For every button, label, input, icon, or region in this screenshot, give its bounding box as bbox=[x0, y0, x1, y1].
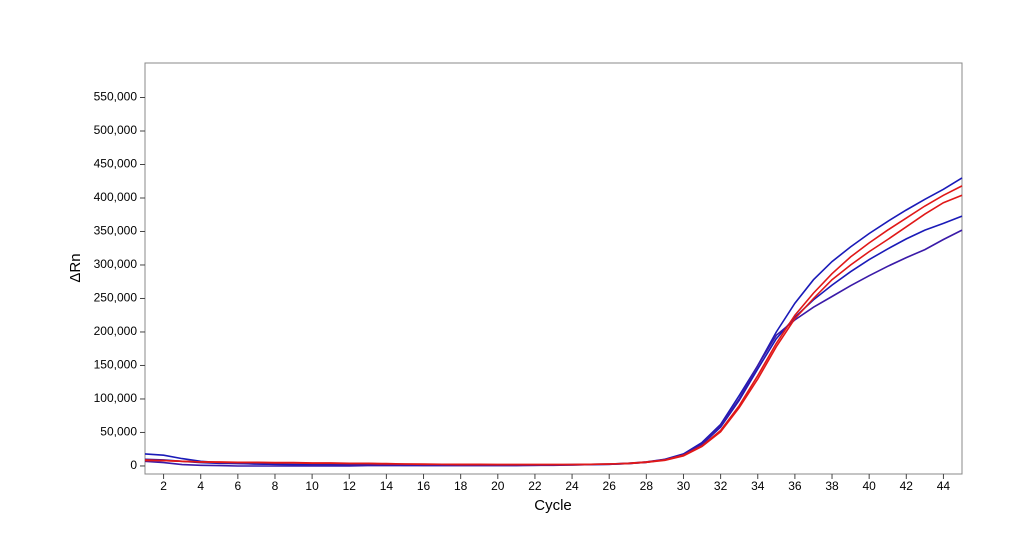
y-tick-label: 450,000 bbox=[94, 157, 138, 171]
x-tick-label: 8 bbox=[272, 479, 279, 493]
x-tick-label: 18 bbox=[454, 479, 468, 493]
series-line bbox=[144, 215, 963, 467]
y-tick-label: 350,000 bbox=[94, 224, 138, 238]
x-tick-label: 28 bbox=[640, 479, 654, 493]
x-tick-label: 6 bbox=[234, 479, 241, 493]
x-axis-title: Cycle bbox=[534, 497, 572, 514]
y-tick-label: 200,000 bbox=[94, 324, 138, 338]
x-tick-label: 24 bbox=[565, 479, 579, 493]
x-tick-label: 26 bbox=[603, 479, 617, 493]
x-tick-label: 32 bbox=[714, 479, 728, 493]
x-tick-label: 12 bbox=[343, 479, 357, 493]
x-tick-label: 20 bbox=[491, 479, 505, 493]
x-tick-label: 44 bbox=[937, 479, 951, 493]
y-tick-label: 50,000 bbox=[100, 425, 137, 439]
series-line bbox=[144, 229, 963, 467]
x-tick-label: 36 bbox=[788, 479, 802, 493]
y-tick-label: 400,000 bbox=[94, 190, 138, 204]
x-tick-label: 14 bbox=[380, 479, 394, 493]
y-tick-label: 100,000 bbox=[94, 391, 138, 405]
plot-frame bbox=[144, 62, 963, 475]
y-tick-label: 300,000 bbox=[94, 257, 138, 271]
x-tick-label: 22 bbox=[528, 479, 542, 493]
y-tick-label: 550,000 bbox=[94, 90, 138, 104]
x-tick-label: 34 bbox=[751, 479, 765, 493]
x-tick-label: 42 bbox=[900, 479, 914, 493]
y-tick-label: 0 bbox=[130, 458, 137, 472]
series-line bbox=[144, 185, 963, 466]
x-tick-label: 10 bbox=[305, 479, 319, 493]
x-tick-label: 16 bbox=[417, 479, 431, 493]
y-axis-title: ΔRn bbox=[67, 253, 84, 282]
x-tick-label: 30 bbox=[677, 479, 691, 493]
y-tick-label: 250,000 bbox=[94, 291, 138, 305]
y-tick-label: 150,000 bbox=[94, 358, 138, 372]
series-line bbox=[145, 194, 963, 466]
x-tick-label: 2 bbox=[160, 479, 167, 493]
y-tick-label: 500,000 bbox=[94, 123, 138, 137]
x-tick-label: 38 bbox=[825, 479, 839, 493]
x-tick-label: 4 bbox=[197, 479, 204, 493]
x-tick-label: 40 bbox=[862, 479, 876, 493]
series-line bbox=[144, 177, 963, 467]
